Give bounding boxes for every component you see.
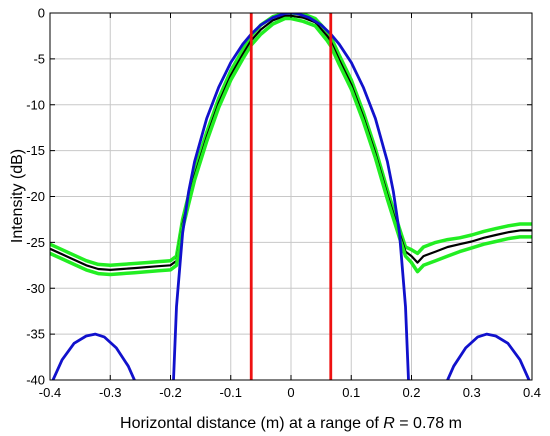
x-tick-label-3: -0.1 bbox=[220, 385, 242, 400]
y-tick-label-2: -10 bbox=[26, 97, 45, 112]
x-axis-title-suffix: = 0.78 m bbox=[395, 415, 462, 432]
vertical-lines bbox=[249, 13, 333, 380]
series-theoretical-left-side-lobe bbox=[51, 332, 136, 380]
series-measured-lower bbox=[50, 16, 532, 277]
x-tick-label-1: -0.3 bbox=[99, 385, 121, 400]
x-tick-label-2: -0.2 bbox=[159, 385, 181, 400]
x-tick-label-0: -0.4 bbox=[39, 385, 61, 400]
y-tick-label-0: 0 bbox=[38, 6, 45, 21]
series-measured-mean bbox=[50, 14, 532, 271]
x-tick-label-5: 0.1 bbox=[342, 385, 360, 400]
y-axis-title: Intensity (dB) bbox=[9, 149, 26, 243]
x-axis-title: Horizontal distance (m) at a range of R … bbox=[120, 415, 462, 432]
y-tick-label-1: -5 bbox=[33, 51, 45, 66]
x-tick-label-8: 0.4 bbox=[523, 385, 541, 400]
series-theoretical-main-lobe bbox=[172, 13, 410, 380]
y-tick-label-5: -25 bbox=[26, 235, 45, 250]
x-axis-title-variable: R bbox=[383, 415, 395, 432]
y-tick-label-6: -30 bbox=[26, 281, 45, 296]
x-axis-title-prefix: Horizontal distance (m) at a range of bbox=[120, 415, 383, 432]
y-tick-label-7: -35 bbox=[26, 327, 45, 342]
x-tick-label-7: 0.3 bbox=[463, 385, 481, 400]
x-tick-labels: -0.4 -0.3 -0.2 -0.1 0 0.1 0.2 0.3 0.4 bbox=[39, 385, 541, 400]
x-tick-label-4: 0 bbox=[287, 385, 294, 400]
ticks bbox=[49, 12, 533, 381]
y-tick-labels: 0 -5 -10 -15 -20 -25 -30 -35 -40 bbox=[26, 6, 45, 388]
y-tick-label-4: -20 bbox=[26, 189, 45, 204]
x-tick-label-6: 0.2 bbox=[402, 385, 420, 400]
y-tick-label-3: -15 bbox=[26, 143, 45, 158]
y-tick-label-8: -40 bbox=[26, 373, 45, 388]
series-theoretical-right-side-lobe bbox=[446, 332, 531, 380]
